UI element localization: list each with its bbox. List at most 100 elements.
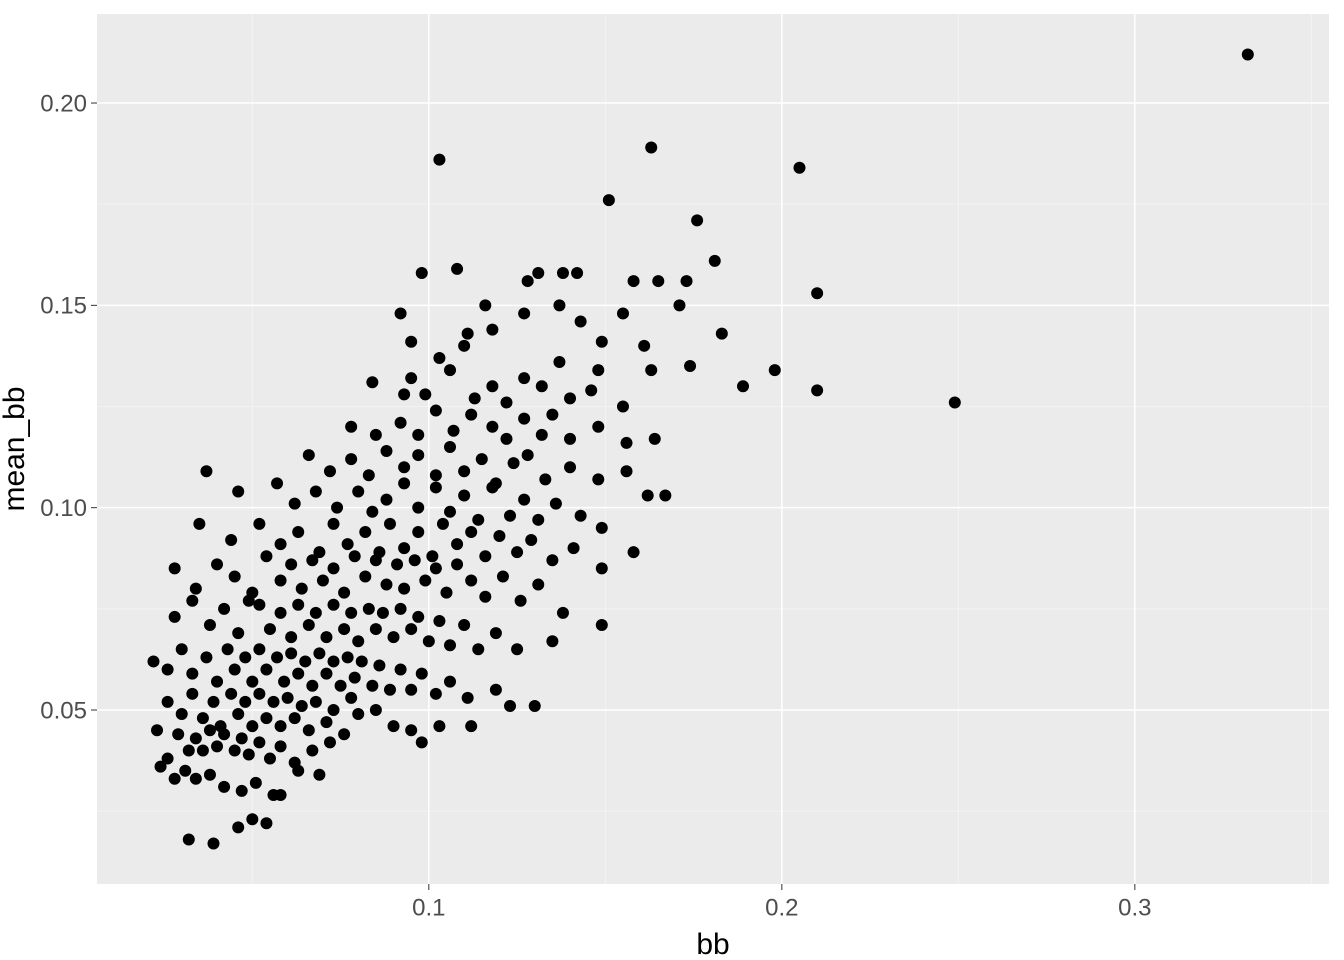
data-point [522, 275, 534, 287]
data-point [186, 668, 198, 680]
data-point [621, 437, 633, 449]
data-point [289, 498, 301, 510]
data-point [278, 676, 290, 688]
data-point [352, 708, 364, 720]
data-point [525, 534, 537, 546]
data-point [260, 712, 272, 724]
data-point [645, 364, 657, 376]
data-point [949, 396, 961, 408]
data-point [546, 635, 558, 647]
data-point [405, 623, 417, 635]
data-point [395, 603, 407, 615]
data-point [596, 619, 608, 631]
data-point [458, 340, 470, 352]
data-point [444, 639, 456, 651]
data-point [1242, 48, 1254, 60]
data-point [469, 392, 481, 404]
data-point [465, 575, 477, 587]
data-point [155, 761, 167, 773]
data-point [338, 623, 350, 635]
data-point [253, 688, 265, 700]
data-point [296, 583, 308, 595]
data-point [557, 607, 569, 619]
data-point [243, 749, 255, 761]
data-point [529, 700, 541, 712]
data-point [264, 623, 276, 635]
data-point [229, 664, 241, 676]
data-point [596, 522, 608, 534]
data-point [289, 712, 301, 724]
data-point [412, 526, 424, 538]
data-point [465, 526, 477, 538]
data-point [465, 409, 477, 421]
data-point [328, 704, 340, 716]
data-point [260, 817, 272, 829]
data-point [603, 194, 615, 206]
data-point [536, 380, 548, 392]
data-point [536, 429, 548, 441]
data-point [497, 570, 509, 582]
x-tick-label: 0.1 [412, 895, 445, 922]
data-point [366, 506, 378, 518]
data-point [716, 328, 728, 340]
data-point [377, 607, 389, 619]
data-point [433, 154, 445, 166]
data-point [504, 700, 516, 712]
data-point [271, 651, 283, 663]
data-point [380, 445, 392, 457]
x-axis-title: bb [696, 928, 729, 960]
data-point [310, 485, 322, 497]
data-point [433, 352, 445, 364]
data-point [373, 659, 385, 671]
data-point [412, 449, 424, 461]
data-point [299, 655, 311, 667]
data-point [419, 575, 431, 587]
data-point [292, 599, 304, 611]
data-point [345, 692, 357, 704]
data-point [673, 299, 685, 311]
data-point [313, 647, 325, 659]
data-point [222, 643, 234, 655]
data-point [437, 518, 449, 530]
data-point [342, 538, 354, 550]
data-point [317, 575, 329, 587]
data-point [282, 692, 294, 704]
data-point [204, 619, 216, 631]
data-point [204, 769, 216, 781]
data-point [479, 591, 491, 603]
data-point [250, 777, 262, 789]
data-point [811, 287, 823, 299]
data-point [292, 526, 304, 538]
data-point [275, 607, 287, 619]
data-point [260, 664, 272, 676]
data-point [370, 429, 382, 441]
data-point [183, 833, 195, 845]
data-point [486, 481, 498, 493]
data-point [430, 405, 442, 417]
data-point [349, 550, 361, 562]
data-point [412, 611, 424, 623]
data-point [225, 688, 237, 700]
data-point [285, 558, 297, 570]
data-point [486, 421, 498, 433]
data-point [511, 546, 523, 558]
data-point [391, 558, 403, 570]
data-point [416, 668, 428, 680]
data-point [571, 267, 583, 279]
data-point [176, 643, 188, 655]
data-point [211, 558, 223, 570]
data-point [338, 587, 350, 599]
data-point [409, 554, 421, 566]
data-point [363, 603, 375, 615]
data-point [444, 364, 456, 376]
data-point [363, 469, 375, 481]
data-point [275, 740, 287, 752]
y-tick-label: 0.05 [40, 697, 87, 724]
data-point [532, 267, 544, 279]
y-tick-label: 0.15 [40, 293, 87, 320]
data-point [186, 595, 198, 607]
data-point [628, 275, 640, 287]
data-point [239, 696, 251, 708]
data-point [518, 413, 530, 425]
data-point [200, 465, 212, 477]
